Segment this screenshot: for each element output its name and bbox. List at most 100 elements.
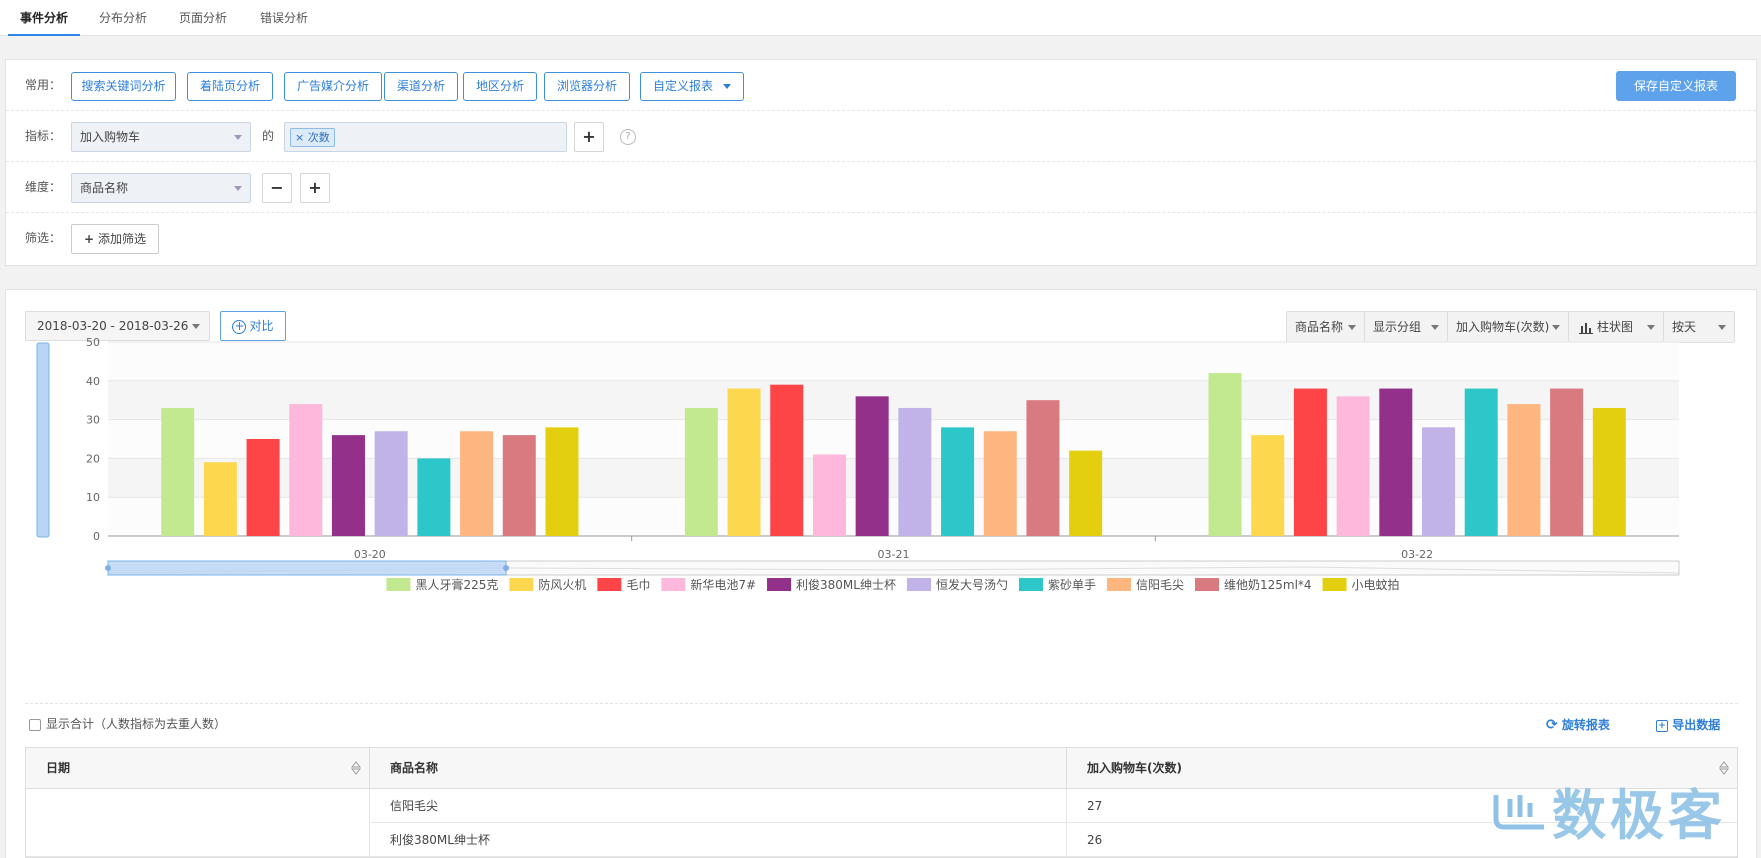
metric-type-tag[interactable]: × 次数	[290, 128, 335, 147]
dimension-select[interactable]: 商品名称	[71, 173, 251, 203]
top-nav: 事件分析 分布分析 页面分析 错误分析	[0, 0, 1761, 36]
show-total-checkbox[interactable]	[29, 718, 41, 731]
header-product-name-label: 商品名称	[390, 761, 439, 775]
export-data-label: 导出数据	[1672, 718, 1721, 732]
legend-label: 新华电池7#	[690, 577, 756, 592]
grid-band	[108, 497, 1679, 536]
bar	[289, 404, 323, 536]
legend-label: 小电蚊拍	[1352, 577, 1400, 592]
channel-report-button[interactable]: 渠道分析	[384, 72, 458, 101]
metric-select-value: 加入购物车	[80, 130, 141, 144]
add-filter-button[interactable]: + 添加筛选	[71, 224, 159, 254]
show-group-select[interactable]: 显示分组	[1365, 312, 1448, 342]
legend-swatch	[1194, 578, 1219, 591]
common-row: 常用： 搜索关键词分析 着陆页分析 广告媒介分析 渠道分析 地区分析 浏览器分析…	[6, 60, 1756, 111]
metric-type-input[interactable]: × 次数	[284, 122, 567, 152]
chevron-down-icon	[1718, 325, 1726, 330]
cell-date	[26, 789, 370, 823]
plus-icon: +	[582, 127, 596, 146]
metric-label: 指标：	[25, 129, 62, 143]
bar	[684, 407, 718, 536]
bar	[502, 435, 536, 536]
compare-button[interactable]: + 对比	[220, 311, 286, 341]
chevron-down-icon	[234, 135, 242, 140]
legend-swatch	[906, 578, 931, 591]
header-add-to-cart[interactable]: 加入购物车(次数)	[1067, 748, 1737, 789]
rotate-report-button[interactable]: ⟳ 旋转报表	[1546, 716, 1610, 734]
zoom-handle-right	[503, 565, 509, 571]
group-by-value: 商品名称	[1295, 320, 1344, 334]
grid-band	[108, 380, 1679, 420]
sort-icon[interactable]	[351, 760, 361, 776]
legend-label: 维他奶125ml*4	[1224, 578, 1312, 592]
tab-error-analysis[interactable]: 错误分析	[259, 11, 308, 25]
x-tick-label: 03-22	[1401, 548, 1433, 561]
legend-swatch	[386, 578, 411, 591]
export-data-button[interactable]: + 导出数据	[1656, 716, 1720, 734]
metric-select[interactable]: 加入购物车	[71, 122, 251, 152]
help-icon[interactable]: ?	[620, 129, 636, 145]
bar	[941, 427, 975, 536]
chevron-down-icon	[192, 324, 200, 329]
tab-page-analysis[interactable]: 页面分析	[178, 11, 227, 25]
ad-media-report-button[interactable]: 广告媒介分析	[284, 72, 382, 101]
bar	[1550, 388, 1584, 536]
metric-display-select[interactable]: 加入购物车(次数)	[1448, 312, 1569, 342]
header-date-label: 日期	[46, 761, 71, 775]
show-total-label: 显示合计（人数指标为去重人数）	[46, 717, 227, 731]
x-tick-label: 03-20	[354, 548, 386, 561]
chart-options-bar: 商品名称 显示分组 加入购物车(次数) 柱状图 按天	[1286, 311, 1735, 343]
legend-swatch	[1322, 578, 1347, 591]
sort-icon[interactable]	[1719, 760, 1729, 776]
browser-report-button[interactable]: 浏览器分析	[544, 72, 630, 101]
data-table: 日期 商品名称 加入购物车(次数) 信阳毛尖 27 利俊380ML绅士杯 26	[25, 747, 1738, 858]
bar	[855, 396, 889, 536]
watermark-logo-icon	[1493, 795, 1544, 830]
date-range-picker[interactable]: 2018-03-20 - 2018-03-26	[25, 311, 210, 341]
tab-event-analysis[interactable]: 事件分析	[8, 0, 80, 36]
save-custom-report-button[interactable]: 保存自定义报表	[1616, 71, 1736, 101]
show-total-toggle[interactable]: 显示合计（人数指标为去重人数）	[29, 715, 226, 733]
legend-swatch	[1106, 578, 1131, 591]
common-label: 常用：	[25, 78, 62, 92]
header-date[interactable]: 日期	[26, 748, 370, 789]
cell-product-name: 利俊380ML绅士杯	[370, 823, 1067, 857]
custom-report-dropdown[interactable]: 自定义报表	[640, 72, 744, 101]
chevron-down-icon	[723, 84, 731, 89]
granularity-select[interactable]: 按天	[1664, 312, 1734, 342]
bar	[1422, 427, 1456, 536]
horizontal-zoom-window	[107, 560, 507, 576]
remove-dimension-button[interactable]: −	[262, 173, 292, 203]
region-report-button[interactable]: 地区分析	[463, 72, 537, 101]
search-keyword-report-button[interactable]: 搜索关键词分析	[71, 72, 176, 101]
bar	[1592, 407, 1626, 536]
table-row: 利俊380ML绅士杯 26	[26, 823, 1737, 857]
cell-add-to-cart: 26	[1087, 833, 1103, 847]
bar	[203, 462, 237, 536]
legend-label: 毛巾	[626, 578, 650, 592]
header-product-name: 商品名称	[370, 748, 1067, 789]
plus-icon: +	[84, 232, 95, 246]
filter-row: 筛选： + 添加筛选	[6, 213, 1756, 264]
zoom-handle-left	[105, 565, 111, 571]
chart-panel: 2018-03-20 - 2018-03-26 + 对比 商品名称 显示分组 加入…	[5, 289, 1757, 858]
refresh-icon: ⟳	[1546, 717, 1558, 733]
cell-date	[26, 823, 370, 857]
y-tick-label: 50	[86, 336, 100, 349]
bar	[545, 427, 579, 536]
tab-distribution-analysis[interactable]: 分布分析	[98, 11, 147, 25]
cell-add-to-cart: 27	[1087, 799, 1103, 813]
bar-chart: 0 10 20 30 40 50 03-20 03-21 03-22 黑人牙膏225克 防风火机 毛巾…	[36, 336, 1680, 592]
add-metric-button[interactable]: +	[574, 122, 604, 152]
landing-page-report-button[interactable]: 着陆页分析	[187, 72, 273, 101]
grid-band	[108, 458, 1679, 498]
group-by-select[interactable]: 商品名称	[1287, 312, 1365, 342]
add-dimension-button[interactable]: +	[300, 173, 330, 203]
grid-band	[108, 342, 1679, 381]
legend-label: 紫砂单手	[1048, 578, 1096, 592]
bar	[983, 431, 1017, 536]
granularity-value: 按天	[1672, 320, 1697, 334]
legend-swatch	[1018, 578, 1043, 591]
legend-swatch	[509, 578, 534, 591]
chart-type-select[interactable]: 柱状图	[1569, 312, 1664, 342]
